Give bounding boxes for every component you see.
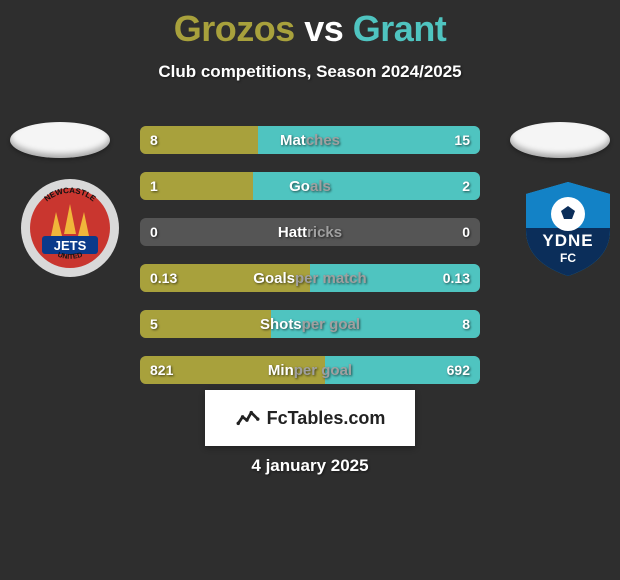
player2-name: Grant xyxy=(353,8,447,49)
player1-photo-placeholder xyxy=(10,122,110,158)
stat-bar-left xyxy=(140,264,310,292)
team-badge-right: YDNE FC xyxy=(518,178,618,278)
team-badge-left: NEWCASTLE JETS UNITED xyxy=(20,178,120,278)
player1-name: Grozos xyxy=(174,8,295,49)
watermark-text: FcTables.com xyxy=(267,408,386,429)
fctables-logo-icon xyxy=(235,405,261,431)
watermark-box: FcTables.com xyxy=(205,390,415,446)
stat-row: Goals12 xyxy=(140,172,480,200)
season-subtitle: Club competitions, Season 2024/2025 xyxy=(0,62,620,82)
stat-row: Hattricks00 xyxy=(140,218,480,246)
vs-word: vs xyxy=(304,8,343,49)
stat-bar-left xyxy=(140,356,325,384)
stat-bar-right xyxy=(325,356,480,384)
player2-photo-placeholder xyxy=(510,122,610,158)
stat-label: Hattricks xyxy=(140,218,480,246)
stat-label-left: Hatt xyxy=(278,224,307,241)
stat-bar-right xyxy=(253,172,480,200)
newcastle-jets-crest-icon: NEWCASTLE JETS UNITED xyxy=(20,178,120,278)
sydney-fc-crest-icon: YDNE FC xyxy=(518,178,618,278)
svg-text:JETS: JETS xyxy=(54,238,87,253)
stat-value-right: 0 xyxy=(462,218,470,246)
comparison-date: 4 january 2025 xyxy=(0,456,620,476)
stat-bar-left xyxy=(140,310,271,338)
stat-row: Matches815 xyxy=(140,126,480,154)
stat-value-left: 0 xyxy=(150,218,158,246)
stat-bar-left xyxy=(140,126,258,154)
svg-text:YDNE: YDNE xyxy=(542,231,593,250)
stat-row: Goals per match0.130.13 xyxy=(140,264,480,292)
stat-bar-right xyxy=(310,264,480,292)
comparison-title: Grozos vs Grant xyxy=(0,0,620,50)
svg-text:FC: FC xyxy=(560,251,576,265)
stat-label-right: ricks xyxy=(307,224,342,241)
stat-bar-left xyxy=(140,172,253,200)
stat-row: Shots per goal58 xyxy=(140,310,480,338)
stat-bar-right xyxy=(258,126,480,154)
stat-row: Min per goal821692 xyxy=(140,356,480,384)
stat-bar-right xyxy=(271,310,480,338)
stat-bars: Matches815Goals12Hattricks00Goals per ma… xyxy=(140,126,480,402)
